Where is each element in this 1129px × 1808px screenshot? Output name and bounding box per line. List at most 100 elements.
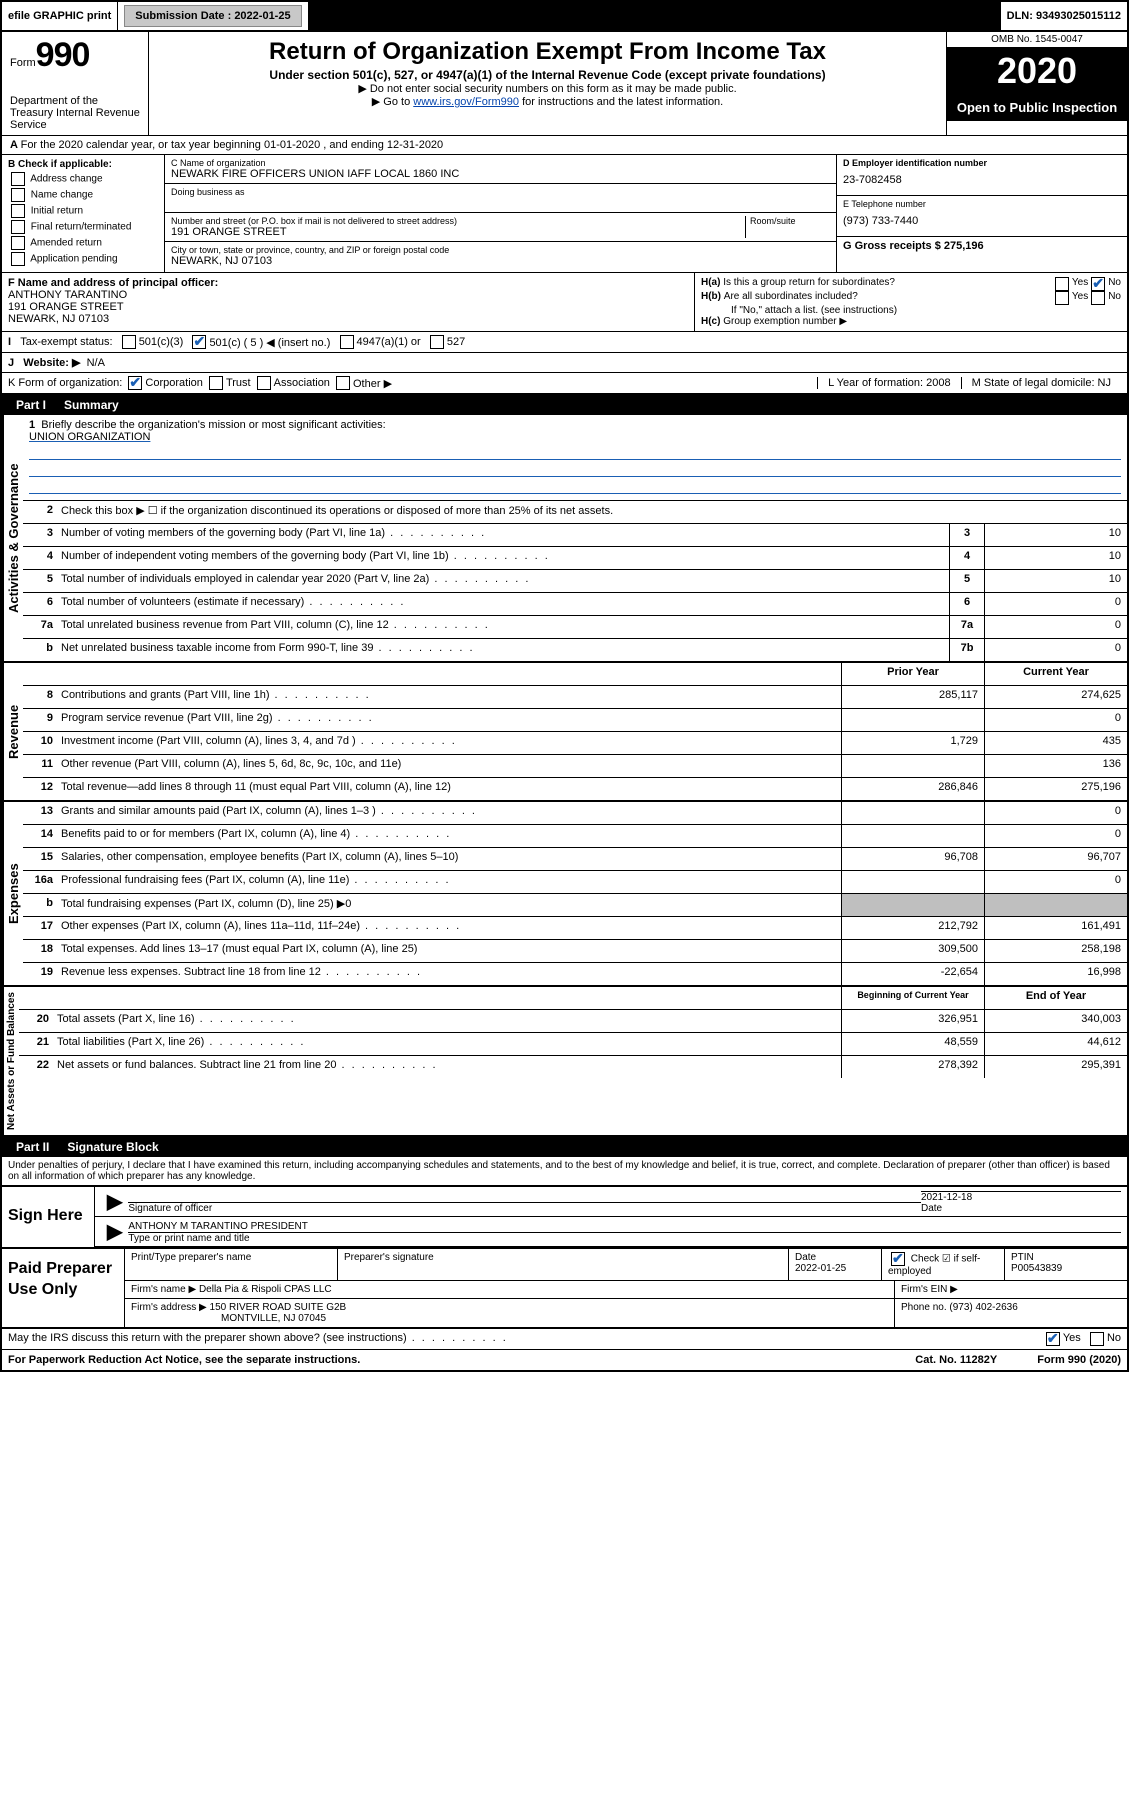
gov-row-6: 6Total number of volunteers (estimate if… — [23, 593, 1127, 616]
rev-row-11: 11Other revenue (Part VIII, column (A), … — [23, 755, 1127, 778]
gov-row-7b: bNet unrelated business taxable income f… — [23, 639, 1127, 661]
info-grid: B Check if applicable: Address change Na… — [2, 155, 1127, 273]
rev-row-12: 12Total revenue—add lines 8 through 11 (… — [23, 778, 1127, 800]
cb-501c[interactable] — [192, 335, 206, 349]
cb-amended[interactable]: Amended return — [8, 236, 158, 250]
cb-assoc[interactable] — [257, 376, 271, 390]
b-label: B Check if applicable: — [8, 159, 112, 170]
exp-row-15: 15Salaries, other compensation, employee… — [23, 848, 1127, 871]
cb-initial-return[interactable]: Initial return — [8, 204, 158, 218]
part2-header: Part IISignature Block — [2, 1137, 1127, 1157]
cb-other[interactable] — [336, 376, 350, 390]
section-c: C Name of organization NEWARK FIRE OFFIC… — [165, 155, 837, 272]
mission-value: UNION ORGANIZATION — [29, 431, 150, 443]
rev-row-10: 10Investment income (Part VIII, column (… — [23, 732, 1127, 755]
submission-date: Submission Date : 2022-01-25 — [118, 2, 308, 30]
org-name-cell: C Name of organization NEWARK FIRE OFFIC… — [165, 155, 836, 184]
exp-row-19: 19Revenue less expenses. Subtract line 1… — [23, 963, 1127, 985]
netassets-label: Net Assets or Fund Balances — [2, 987, 19, 1135]
sign-here-section: Sign Here ▶ Signature of officer 2021-12… — [2, 1185, 1127, 1247]
paid-header-row: Print/Type preparer's name Preparer's si… — [125, 1249, 1127, 1281]
top-bar: efile GRAPHIC print Submission Date : 20… — [2, 2, 1127, 32]
arrow-icon: ▶ — [101, 1219, 128, 1244]
section-deg: D Employer identification number 23-7082… — [837, 155, 1127, 272]
hb-yes[interactable] — [1055, 291, 1069, 305]
penalties-text: Under penalties of perjury, I declare th… — [2, 1157, 1127, 1185]
na-row-21: 21Total liabilities (Part X, line 26)48,… — [19, 1033, 1127, 1056]
exp-row-16b: bTotal fundraising expenses (Part IX, co… — [23, 894, 1127, 917]
efile-label: efile GRAPHIC print — [2, 2, 118, 30]
dept-label: Department of the Treasury Internal Reve… — [10, 95, 140, 131]
paid-firm-row: Firm's name ▶ Della Pia & Rispoli CPAS L… — [125, 1281, 1127, 1299]
expenses-label: Expenses — [2, 802, 23, 985]
cb-4947[interactable] — [340, 335, 354, 349]
paid-preparer-section: Paid Preparer Use Only Print/Type prepar… — [2, 1247, 1127, 1329]
form-number-box: Form990 Department of the Treasury Inter… — [2, 32, 149, 135]
cb-501c3[interactable] — [122, 335, 136, 349]
cb-name-change[interactable]: Name change — [8, 188, 158, 202]
dln-label: DLN: 93493025015112 — [1001, 2, 1127, 30]
sig-officer-row: ▶ Signature of officer 2021-12-18Date — [95, 1187, 1127, 1217]
expenses-section: Expenses 13Grants and similar amounts pa… — [2, 802, 1127, 987]
revenue-header: Prior YearCurrent Year — [23, 663, 1127, 686]
na-row-22: 22Net assets or fund balances. Subtract … — [19, 1056, 1127, 1078]
irs-link[interactable]: www.irs.gov/Form990 — [413, 96, 519, 108]
q1-text: Briefly describe the organization's miss… — [41, 419, 385, 431]
cb-corp[interactable] — [128, 376, 142, 390]
cb-app-pending[interactable]: Application pending — [8, 252, 158, 266]
discuss-no[interactable] — [1090, 1332, 1104, 1346]
q2-text: Check this box ▶ ☐ if the organization d… — [57, 501, 1127, 523]
line-a: A For the 2020 calendar year, or tax yea… — [2, 136, 1127, 155]
netassets-header: Beginning of Current YearEnd of Year — [19, 987, 1127, 1010]
note-2: ▶ Go to www.irs.gov/Form990 for instruct… — [159, 95, 936, 108]
paid-addr-row: Firm's address ▶ 150 RIVER ROAD SUITE G2… — [125, 1299, 1127, 1327]
cb-527[interactable] — [430, 335, 444, 349]
gov-row-4: 4Number of independent voting members of… — [23, 547, 1127, 570]
form-container: efile GRAPHIC print Submission Date : 20… — [0, 0, 1129, 1372]
line-j: J Website: ▶ N/A — [2, 353, 1127, 373]
exp-row-13: 13Grants and similar amounts paid (Part … — [23, 802, 1127, 825]
exp-row-14: 14Benefits paid to or for members (Part … — [23, 825, 1127, 848]
line-i: I Tax-exempt status: 501(c)(3) 501(c) ( … — [2, 332, 1127, 353]
note-1: ▶ Do not enter social security numbers o… — [159, 82, 936, 95]
omb-number: OMB No. 1545-0047 — [947, 32, 1127, 48]
revenue-label: Revenue — [2, 663, 23, 800]
section-h: H(a) Is this a group return for subordin… — [695, 273, 1127, 331]
rev-row-8: 8Contributions and grants (Part VIII, li… — [23, 686, 1127, 709]
address-cell: Number and street (or P.O. box if mail i… — [165, 213, 836, 242]
discuss-yes[interactable] — [1046, 1332, 1060, 1346]
exp-row-16a: 16aProfessional fundraising fees (Part I… — [23, 871, 1127, 894]
form-subtitle: Under section 501(c), 527, or 4947(a)(1)… — [159, 68, 936, 82]
paid-label: Paid Preparer Use Only — [2, 1249, 125, 1327]
exp-row-17: 17Other expenses (Part IX, column (A), l… — [23, 917, 1127, 940]
hb-no[interactable] — [1091, 291, 1105, 305]
ha-yes[interactable] — [1055, 277, 1069, 291]
cb-final-return[interactable]: Final return/terminated — [8, 220, 158, 234]
title-box: Return of Organization Exempt From Incom… — [149, 32, 947, 135]
tax-year: 2020 — [947, 48, 1127, 94]
dba-cell: Doing business as — [165, 184, 836, 213]
discuss-row: May the IRS discuss this return with the… — [2, 1329, 1127, 1350]
topbar-spacer — [309, 2, 1001, 30]
form-title: Return of Organization Exempt From Incom… — [159, 38, 936, 66]
info-grid-2: F Name and address of principal officer:… — [2, 273, 1127, 332]
cb-selfemp[interactable] — [891, 1252, 905, 1266]
revenue-section: Revenue Prior YearCurrent Year 8Contribu… — [2, 663, 1127, 802]
line-klm: K Form of organization: Corporation Trus… — [2, 373, 1127, 395]
governance-label: Activities & Governance — [2, 415, 23, 661]
rev-row-9: 9Program service revenue (Part VIII, lin… — [23, 709, 1127, 732]
exp-row-18: 18Total expenses. Add lines 13–17 (must … — [23, 940, 1127, 963]
sig-name-row: ▶ ANTHONY M TARANTINO PRESIDENTType or p… — [95, 1217, 1127, 1247]
ein-cell: D Employer identification number 23-7082… — [837, 155, 1127, 196]
cb-trust[interactable] — [209, 376, 223, 390]
sign-here-label: Sign Here — [2, 1187, 95, 1247]
city-cell: City or town, state or province, country… — [165, 242, 836, 270]
na-row-20: 20Total assets (Part X, line 16)326,9513… — [19, 1010, 1127, 1033]
section-b: B Check if applicable: Address change Na… — [2, 155, 165, 272]
year-box: OMB No. 1545-0047 2020 Open to Public In… — [947, 32, 1127, 135]
cb-address-change[interactable]: Address change — [8, 172, 158, 186]
open-public: Open to Public Inspection — [947, 94, 1127, 121]
netassets-section: Net Assets or Fund Balances Beginning of… — [2, 987, 1127, 1137]
arrow-icon: ▶ — [101, 1189, 128, 1214]
ha-no[interactable] — [1091, 277, 1105, 291]
